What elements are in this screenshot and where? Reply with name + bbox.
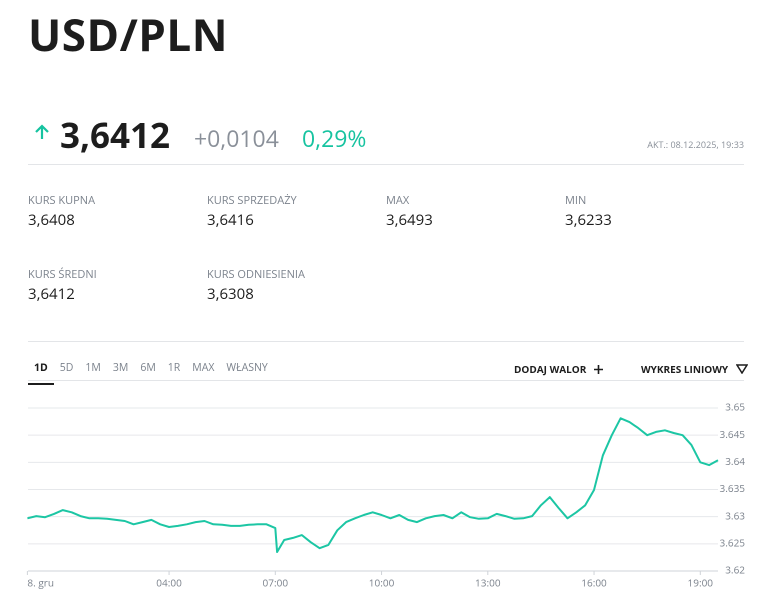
stat-label: KURS ŚREDNI (28, 267, 97, 282)
add-button[interactable]: DODAJ WALOR (514, 362, 604, 376)
stat: MIN 3,6233 (565, 193, 735, 230)
divider (28, 380, 744, 381)
y-tick-label: 3.645 (720, 427, 746, 441)
stat-label: MIN (565, 193, 587, 208)
x-tick-label: 04:00 (156, 576, 182, 590)
x-tick-label: 8. gru (27, 576, 54, 590)
range-tab[interactable]: 1R (167, 361, 181, 375)
y-tick-label: 3.63 (725, 508, 745, 522)
divider (28, 164, 744, 165)
y-tick-label: 3.64 (725, 454, 745, 468)
x-tick-label: 10:00 (369, 576, 395, 590)
triangle-icon (736, 364, 749, 374)
stat: KURS ŚREDNI 3,6412 (28, 267, 198, 304)
stat-label: KURS KUPNA (28, 193, 96, 208)
range-tab[interactable]: 1M (85, 361, 101, 375)
stat-value: 3,6412 (28, 284, 75, 304)
stat-label: MAX (386, 193, 410, 208)
add-label: DODAJ WALOR (514, 362, 587, 376)
x-tick-label: 19:00 (688, 576, 714, 590)
stat-value: 3,6308 (207, 284, 254, 304)
chart-type-label: WYKRES LINIOWY (641, 362, 729, 376)
chart-type-button[interactable]: WYKRES LINIOWY (641, 362, 749, 376)
stat: KURS KUPNA 3,6408 (28, 193, 198, 230)
price: 3,6412 (60, 112, 171, 159)
range-tab[interactable]: WŁASNY (226, 361, 268, 375)
divider (28, 341, 744, 342)
range-tab[interactable]: MAX (192, 361, 215, 375)
stat-value: 3,6416 (207, 210, 254, 230)
y-tick-label: 3.62 (725, 563, 745, 577)
up-arrow-icon (35, 124, 49, 139)
x-tick-label: 07:00 (263, 576, 289, 590)
stat-value: 3,6493 (386, 210, 433, 230)
plus-icon (594, 364, 604, 374)
range-tab[interactable]: 1D (28, 359, 54, 385)
change-percent: 0,29% (302, 122, 367, 154)
stat-label: KURS ODNIESIENIA (207, 267, 305, 282)
updated: AKT.: 08.12.2025, 19:33 (647, 138, 744, 151)
range-tabs: 1D 5D 1M 3M 6M 1R MAX WŁASNY (28, 359, 274, 385)
title: USD/PLN (28, 4, 228, 64)
stat-value: 3,6233 (565, 210, 612, 230)
stat: KURS SPRZEDAŻY 3,6416 (207, 193, 377, 230)
stat: MAX 3,6493 (386, 193, 556, 230)
range-tab[interactable]: 3M (112, 361, 129, 375)
stat: KURS ODNIESIENIA 3,6308 (207, 267, 377, 304)
stat-value: 3,6408 (28, 210, 75, 230)
x-tick-label: 16:00 (581, 576, 607, 590)
y-tick-label: 3.635 (720, 481, 746, 495)
price-line (27, 417, 719, 553)
change: +0,0104 (194, 122, 279, 154)
stat-label: KURS SPRZEDAŻY (207, 193, 297, 208)
range-tab[interactable]: 6M (140, 361, 156, 375)
y-tick-label: 3.625 (720, 536, 746, 550)
x-tick-label: 13:00 (475, 576, 501, 590)
y-tick-label: 3.65 (725, 400, 745, 414)
range-tab[interactable]: 5D (59, 361, 74, 375)
